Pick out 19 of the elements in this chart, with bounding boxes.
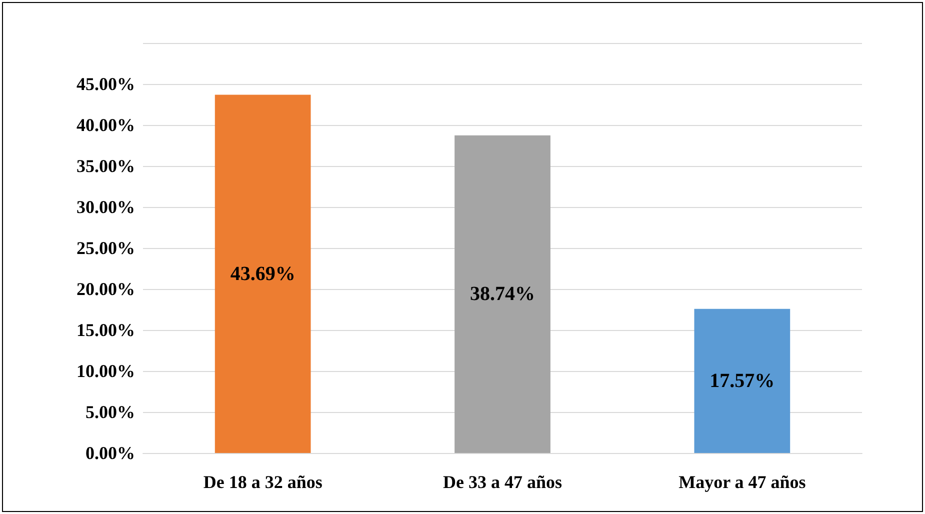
y-tick-label: 20.00% — [76, 279, 135, 299]
bar — [694, 308, 790, 453]
y-tick-label: 5.00% — [86, 402, 135, 422]
data-label: 38.74% — [470, 283, 535, 306]
x-tick-label: Mayor a 47 años — [678, 472, 806, 492]
y-tick-label: 25.00% — [76, 238, 135, 258]
y-tick-label: 15.00% — [76, 320, 135, 340]
y-tick-label: 10.00% — [76, 361, 135, 381]
bar — [454, 135, 550, 453]
data-label: 17.57% — [710, 370, 775, 392]
y-tick-label: 30.00% — [76, 197, 135, 217]
y-tick-label: 0.00% — [86, 443, 135, 463]
data-label: 43.69% — [230, 262, 296, 285]
y-tick-label: 40.00% — [76, 115, 135, 135]
y-tick-label: 45.00% — [76, 74, 135, 94]
bar — [214, 94, 311, 453]
y-tick-label: 35.00% — [76, 156, 135, 176]
x-tick-label: De 33 a 47 años — [442, 472, 562, 492]
x-tick-label: De 18 a 32 años — [203, 472, 322, 492]
